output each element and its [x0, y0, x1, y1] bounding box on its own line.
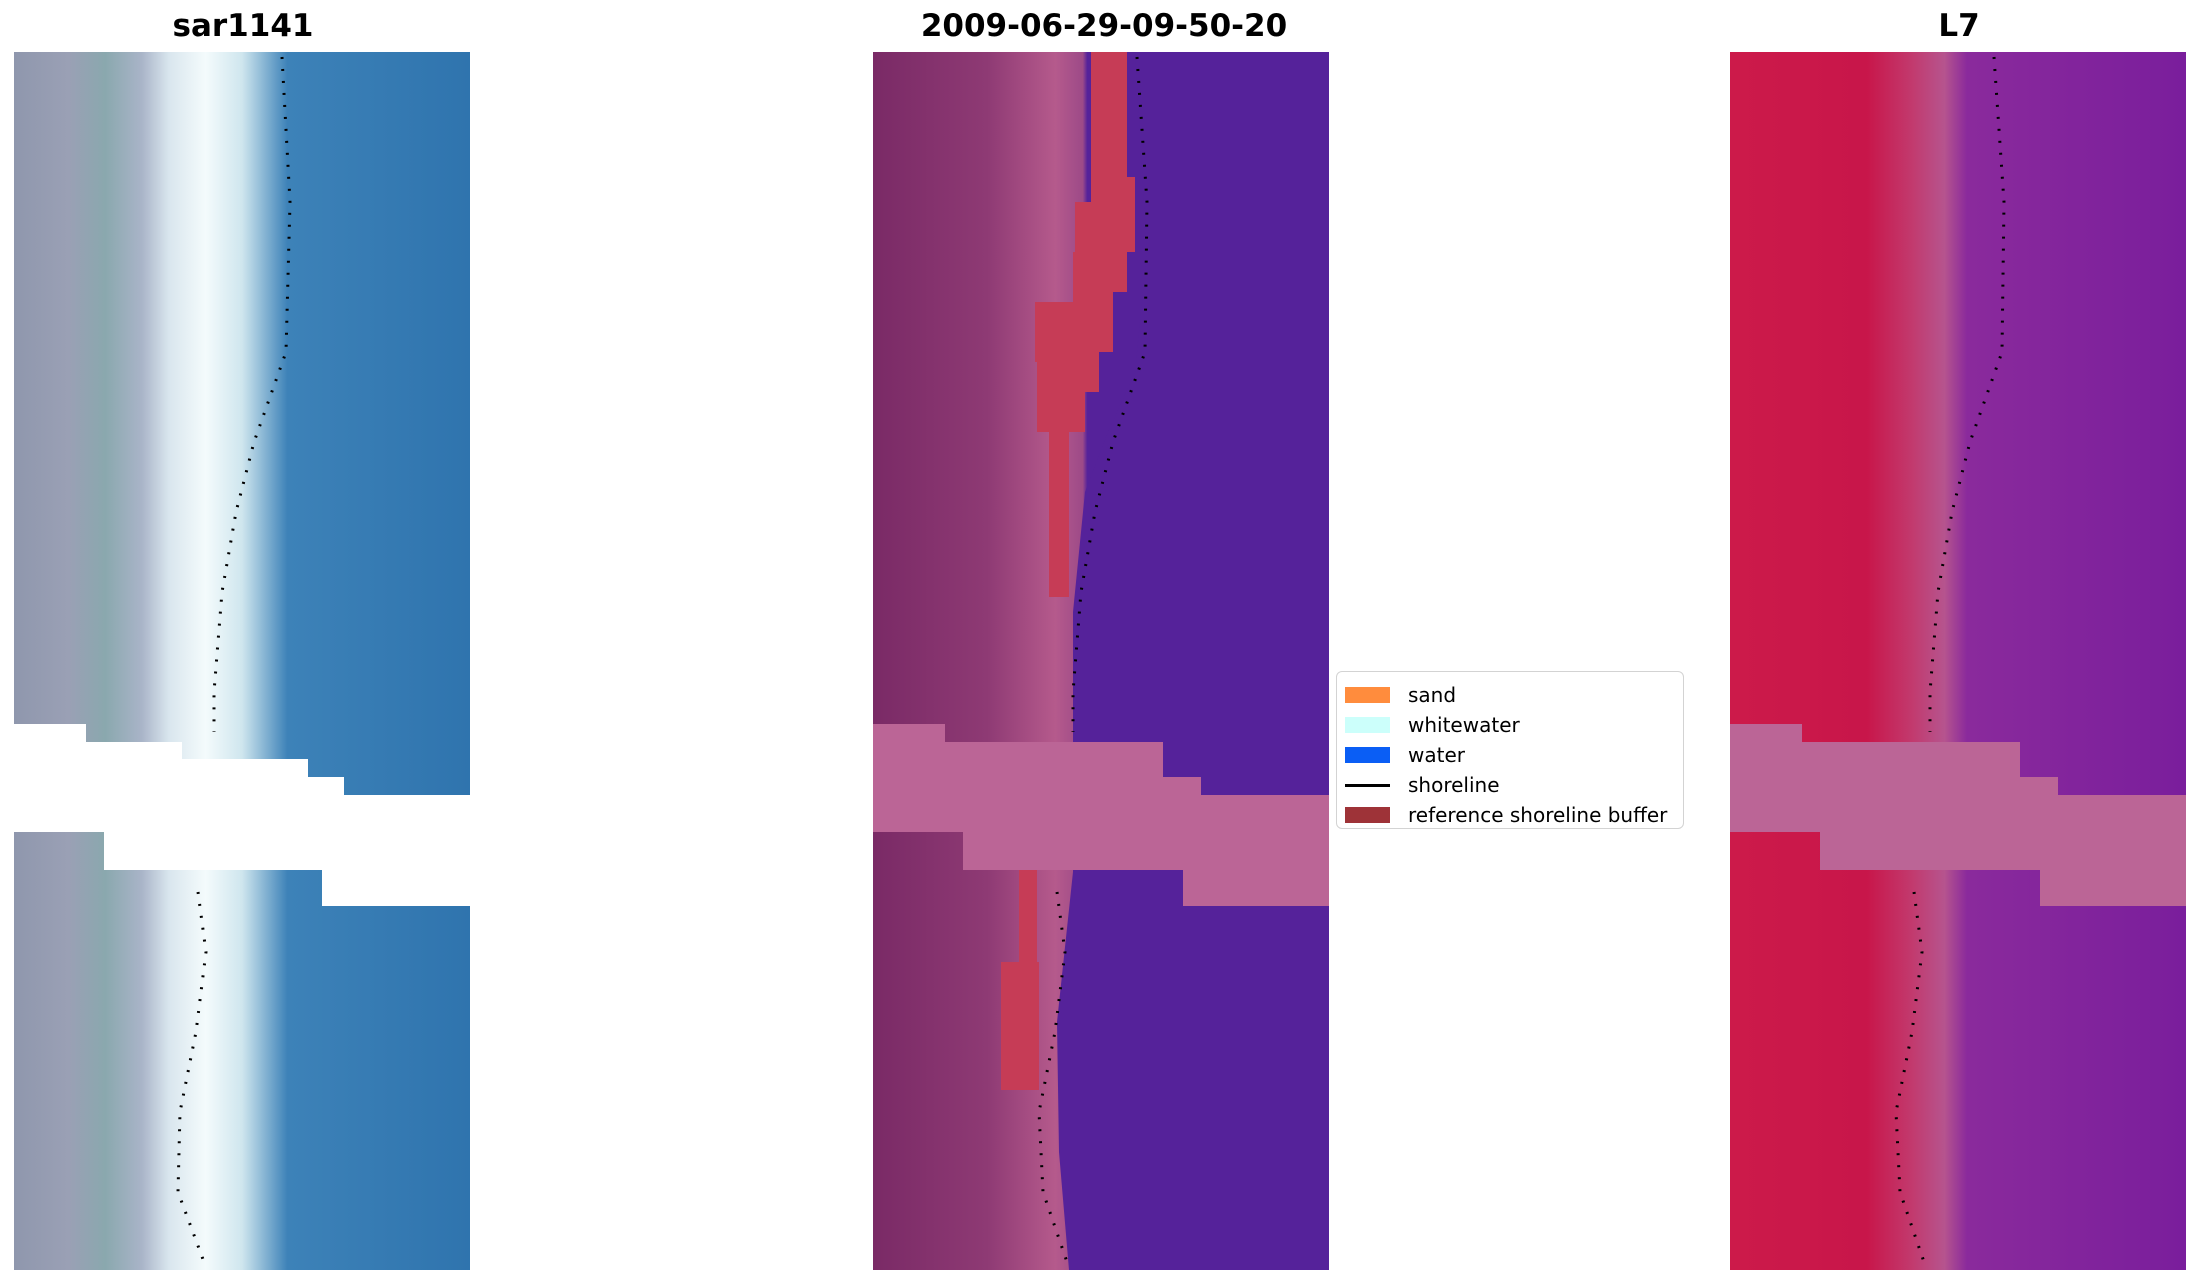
shoreline-swatch	[1345, 783, 1390, 787]
legend: sand whitewater water shoreline referenc…	[1336, 671, 1684, 829]
water-swatch	[1345, 747, 1390, 763]
legend-label: sand	[1408, 683, 1457, 707]
legend-label: water	[1408, 743, 1465, 767]
legend-item-reference-buffer: reference shoreline buffer	[1345, 802, 1667, 828]
reference-buffer-swatch	[1345, 807, 1390, 823]
sand-swatch	[1345, 687, 1390, 703]
legend-item-water: water	[1345, 742, 1465, 768]
water-region	[1057, 52, 1329, 1270]
index-image	[1730, 52, 2186, 1270]
no-data-band	[873, 724, 1329, 906]
rgb-image-lower	[14, 832, 470, 1270]
legend-label: reference shoreline buffer	[1408, 803, 1668, 827]
legend-label: whitewater	[1408, 713, 1520, 737]
shoreline-lower	[176, 891, 208, 1263]
shoreline-lower	[1037, 891, 1069, 1263]
reference-shoreline-buffer-lower	[1001, 870, 1039, 1090]
legend-item-sand: sand	[1345, 682, 1456, 708]
legend-label: shoreline	[1408, 773, 1500, 797]
panel-title-classified: 2009-06-29-09-50-20	[920, 8, 1288, 44]
legend-item-whitewater: whitewater	[1345, 712, 1520, 738]
classified-image-panel	[873, 52, 1329, 1270]
whitewater-swatch	[1345, 717, 1390, 733]
index-image-panel	[1730, 52, 2186, 1270]
shoreline-lower	[1894, 891, 1926, 1263]
legend-item-shoreline: shoreline	[1345, 772, 1500, 798]
panel-title-rgb: sar1141	[172, 8, 314, 44]
panel-title-index: L7	[1938, 8, 1980, 44]
rgb-image-upper	[14, 52, 470, 795]
rgb-image-panel	[14, 52, 470, 1270]
no-data-band	[1730, 724, 2186, 906]
reference-shoreline-buffer-upper	[1035, 52, 1135, 597]
